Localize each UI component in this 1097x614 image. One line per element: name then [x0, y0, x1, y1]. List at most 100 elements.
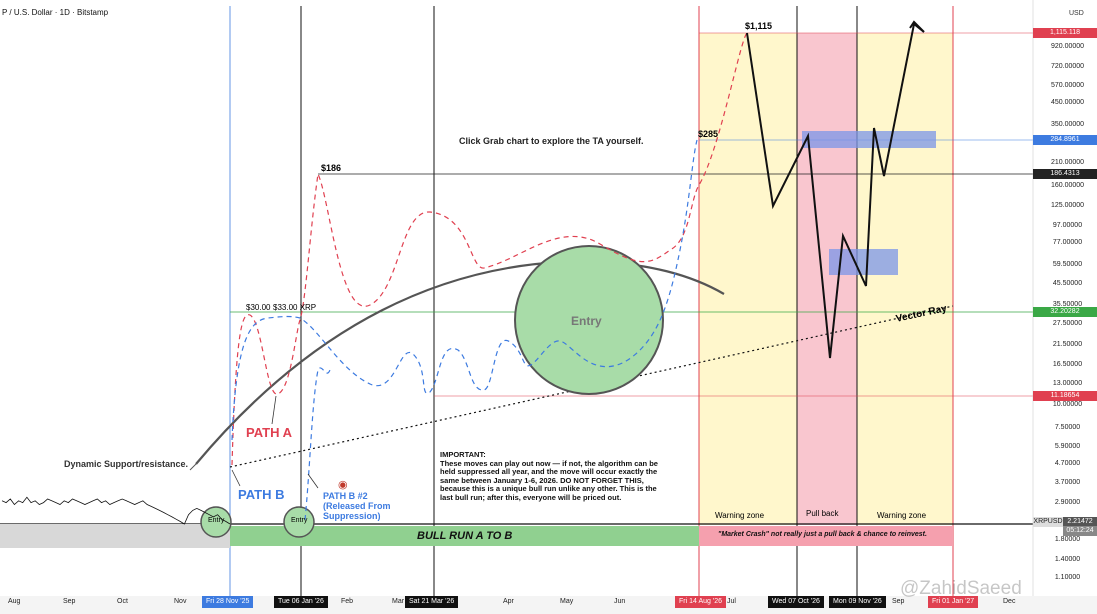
entry-small-label-1: Entry: [208, 517, 225, 524]
price-band: [0, 524, 230, 548]
market-crash-label: "Market Crash" not really just a pull ba…: [718, 531, 927, 538]
y-tick-label: 27.50000: [1052, 320, 1083, 327]
price-badge: 186.4313: [1033, 169, 1097, 179]
label-1115: $1,115: [745, 21, 773, 31]
path-b2-line1: PATH B #2: [323, 491, 368, 501]
important-note: IMPORTANT: These moves can play out now …: [440, 450, 658, 502]
symbol-badge: XRPUSD: [1033, 517, 1063, 527]
bull-run-label: BULL RUN A TO B: [417, 530, 513, 542]
x-tick-label: Mar: [392, 598, 405, 605]
pullback-zone: [797, 33, 857, 525]
x-tick-label: Jun: [614, 598, 626, 605]
entry-big-label: Entry: [571, 314, 602, 328]
price-badge: 1,115.118: [1033, 28, 1097, 38]
y-tick-label: 59.50000: [1052, 261, 1083, 268]
y-tick-label: 4.70000: [1054, 460, 1081, 467]
path-b-label: PATH B: [238, 487, 285, 502]
important-title: IMPORTANT:: [440, 450, 486, 459]
x-tick-label: Dec: [1003, 598, 1016, 605]
price-badge: 2.21472: [1063, 517, 1097, 527]
watermark: @ZahidSaeed: [900, 578, 1022, 599]
x-tick-label: Feb: [341, 598, 354, 605]
projection-arrow: [909, 20, 925, 33]
y-tick-label: 2.90000: [1054, 499, 1081, 506]
y-tick-label: 1.80000: [1054, 536, 1081, 543]
x-tick-label: Sep: [63, 598, 76, 605]
y-tick-label: 450.00000: [1050, 99, 1085, 106]
date-badge: Fri 01 Jan '27: [928, 596, 979, 608]
y-tick-label: 210.00000: [1050, 159, 1085, 166]
projection-line: [746, 22, 925, 359]
pullback-label: Pull back: [806, 509, 839, 518]
entry-circle-big: [514, 245, 664, 395]
y-tick-label: 160.00000: [1050, 182, 1085, 189]
y-tick-label: 13.00000: [1052, 380, 1083, 387]
date-badge: Tue 06 Jan '26: [274, 596, 328, 608]
y-tick-label: 97.00000: [1052, 222, 1083, 229]
x-tick-label: Nov: [174, 598, 187, 605]
price-history-line: [1, 496, 231, 525]
chart-title: P / U.S. Dollar · 1D · Bitstamp: [2, 8, 109, 17]
y-tick-label: 7.50000: [1054, 424, 1081, 431]
path-b2-line: [304, 367, 331, 521]
y-tick-label: 77.00000: [1052, 239, 1083, 246]
bull-run-bar: [230, 526, 699, 546]
y-tick-label: 45.50000: [1052, 280, 1083, 287]
market-crash-bar: [699, 526, 953, 546]
blue-box-upper: [802, 131, 936, 148]
important-line-4: because this is a unique bull run unlike…: [440, 484, 657, 493]
y-tick-label: 35.50000: [1052, 301, 1083, 308]
price-badge: 284.8961: [1033, 135, 1097, 145]
dynamic-support-label: Dynamic Support/resistance.: [64, 459, 189, 469]
y-tick-label: 16.50000: [1052, 361, 1083, 368]
eye-icon: ◉: [338, 479, 348, 491]
y-tick-label: 1.40000: [1054, 556, 1081, 563]
warning-zone-1: [699, 33, 797, 525]
date-badge: Wed 07 Oct '26: [768, 596, 824, 608]
path-b2-label: PATH B #2 (Released From Suppression): [323, 491, 391, 521]
date-badge: Fri 14 Aug '26: [675, 596, 726, 608]
y-tick-label: 1.10000: [1054, 574, 1081, 581]
currency-label: USD: [1069, 10, 1084, 17]
path-b2-pointer: [307, 473, 319, 489]
dynamic-support-arc: [195, 260, 725, 465]
x-tick-label: Oct: [117, 598, 128, 605]
y-tick-label: 5.90000: [1054, 443, 1081, 450]
price-badge: 05:12:24: [1063, 526, 1097, 536]
path-a-label: PATH A: [246, 425, 292, 440]
y-tick-label: 920.00000: [1050, 43, 1085, 50]
label-30: $30.00: [246, 303, 271, 312]
entry-circle-small-2: [283, 506, 315, 538]
path-b2-line3: Suppression): [323, 511, 381, 521]
grab-chart-note[interactable]: Click Grab chart to explore the TA yours…: [459, 136, 644, 146]
y-tick-label: 3.70000: [1054, 479, 1081, 486]
y-tick-label: 570.00000: [1050, 82, 1085, 89]
important-line-3: same between January 1-6, 2026. DO NOT F…: [440, 475, 644, 485]
x-tick-label: Apr: [503, 598, 514, 605]
price-badge: 11.18654: [1033, 391, 1097, 401]
y-tick-label: 125.00000: [1050, 202, 1085, 209]
y-tick-label: 350.00000: [1050, 121, 1085, 128]
price-badge: 32.20282: [1033, 307, 1097, 317]
date-badge: Mon 09 Nov '26: [829, 596, 886, 608]
y-tick-label: 21.50000: [1052, 341, 1083, 348]
important-line-2: held suppressed all year, and the move w…: [440, 467, 658, 476]
warning-zone-2: [857, 33, 953, 525]
dyn-support-pointer: [189, 463, 197, 471]
path-a-pointer: [271, 395, 277, 425]
x-tick-label: Jul: [727, 598, 736, 605]
x-tick-label: Sep: [892, 598, 905, 605]
path-a-line: [231, 32, 748, 466]
label-285: $285: [698, 129, 719, 139]
important-line-1: These moves can play out now — if not, t…: [440, 458, 658, 468]
x-tick-label: May: [560, 598, 574, 605]
warning-zone-2-label: Warning zone: [877, 511, 927, 520]
path-b2-line2: (Released From: [323, 501, 391, 511]
warning-zone-1-label: Warning zone: [715, 511, 765, 520]
important-line-5: last bull run; after this, everyone will…: [440, 492, 622, 502]
x-tick-label: Aug: [8, 598, 21, 605]
path-b-pointer: [231, 469, 241, 487]
date-badge: Fri 28 Nov '25: [202, 596, 254, 608]
y-tick-label: 10.00000: [1052, 401, 1083, 408]
